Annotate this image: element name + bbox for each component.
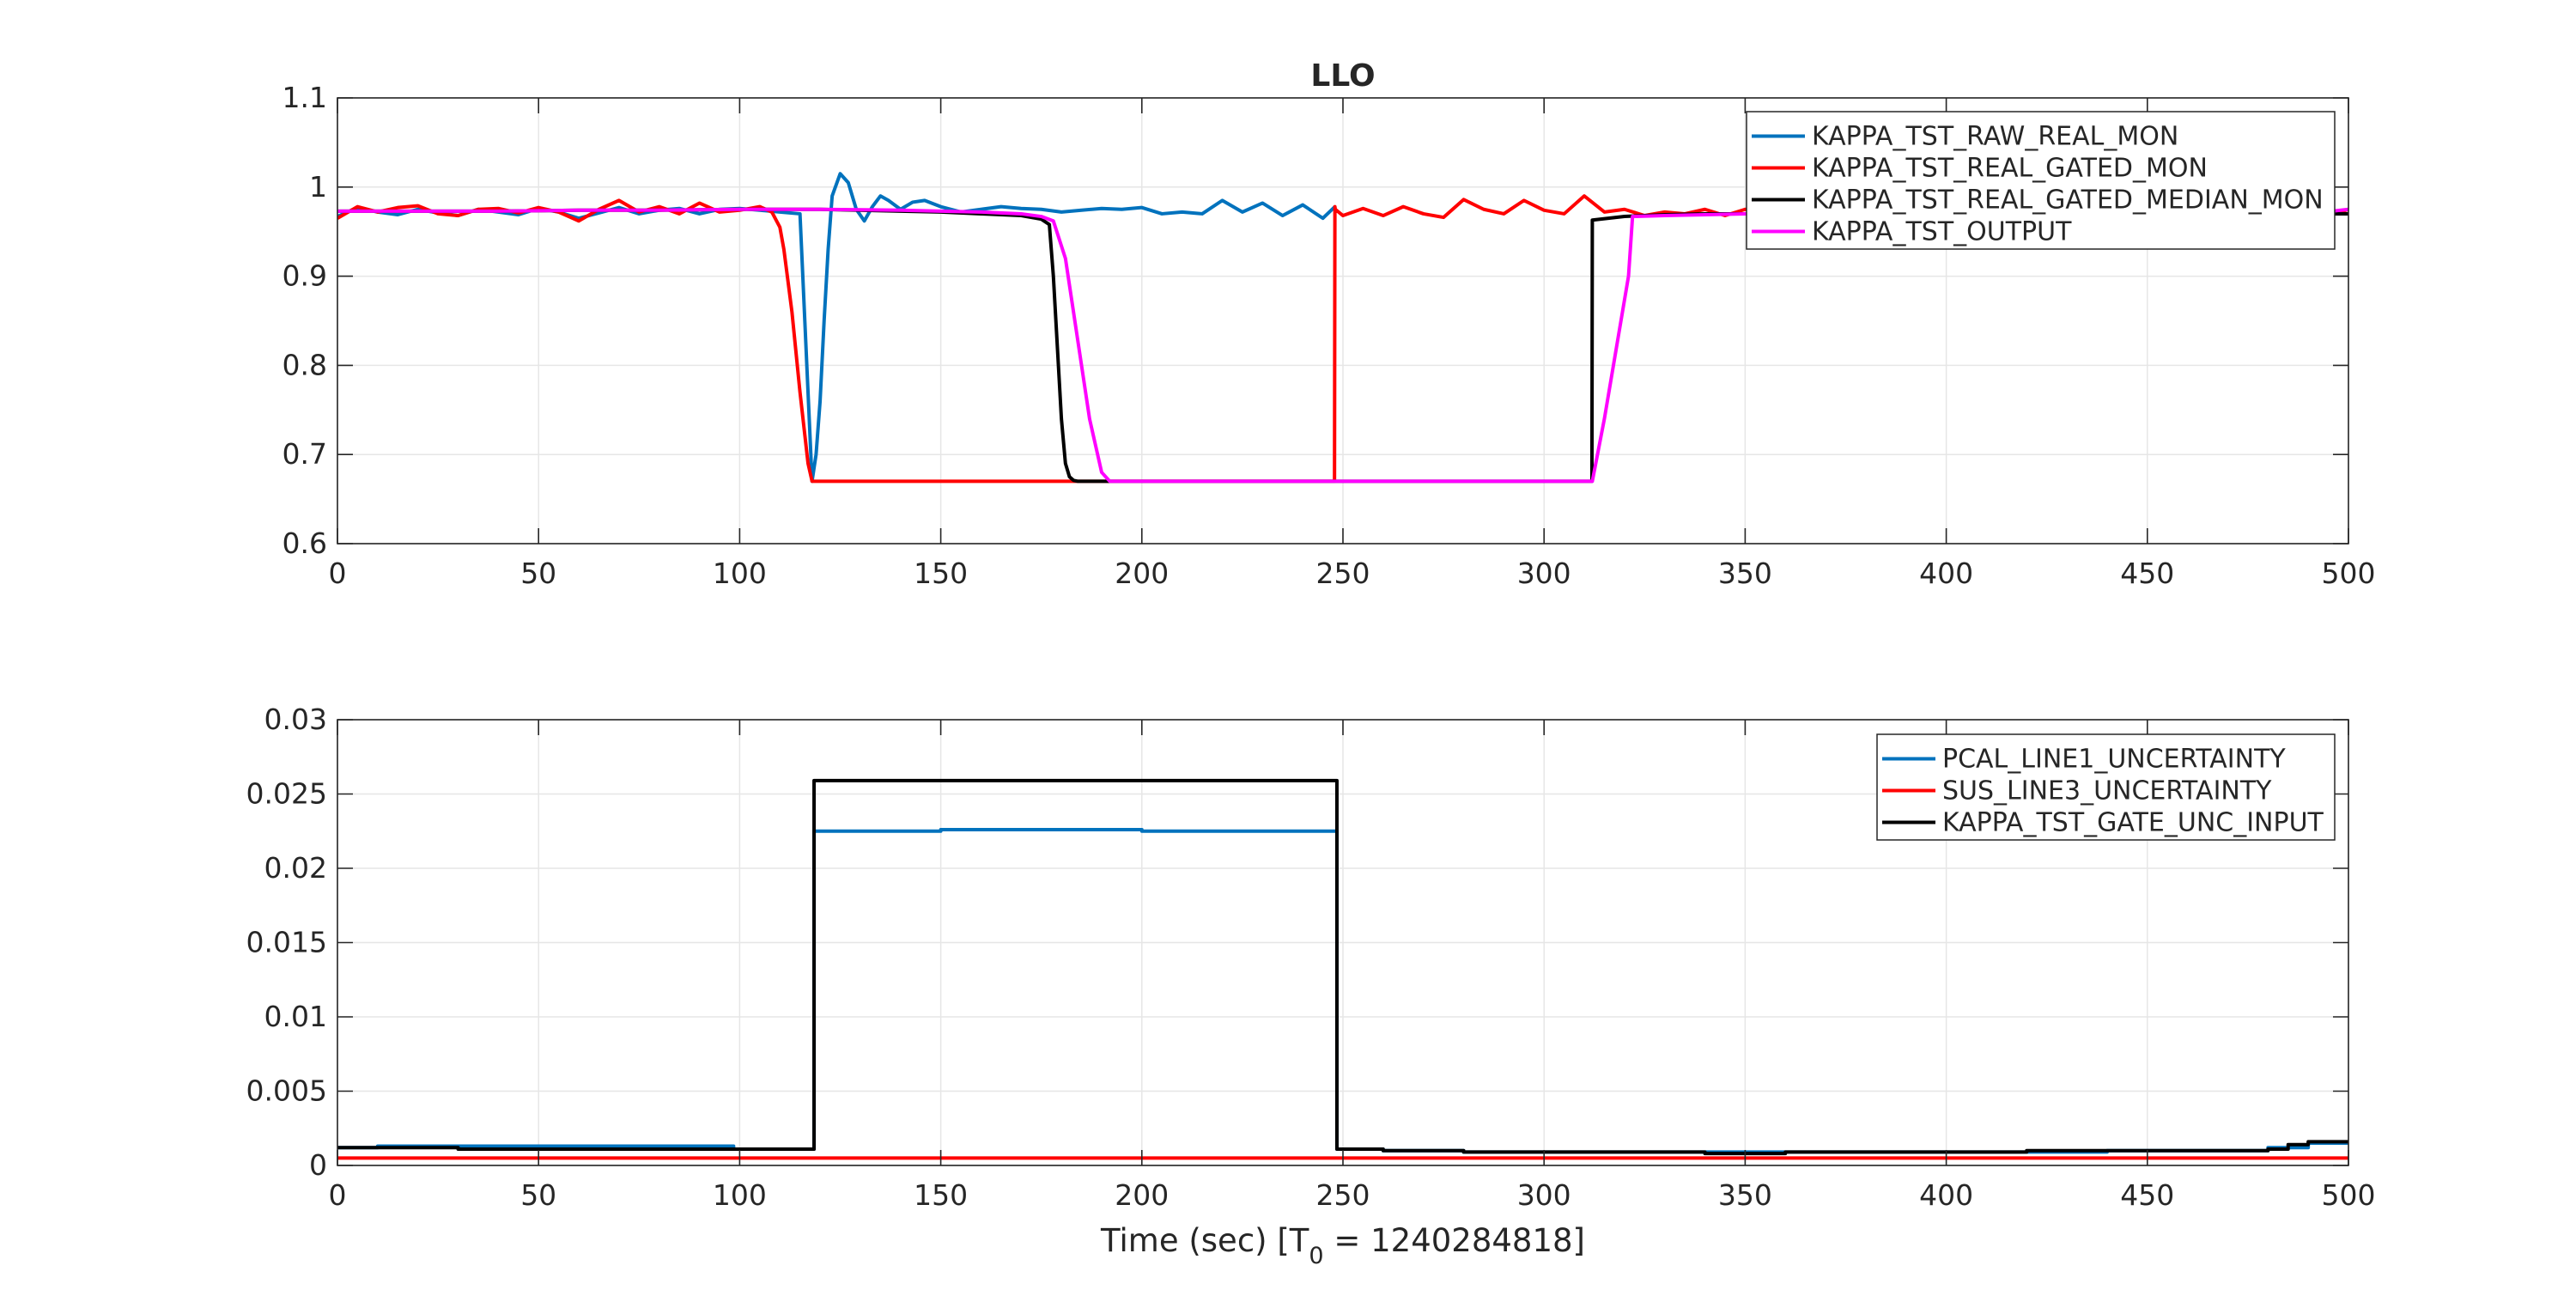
legend-entry-label: KAPPA_TST_GATE_UNC_INPUT — [1942, 808, 2324, 838]
series-line-kappa-tst-gate-unc-input — [337, 778, 2348, 1156]
y-tick-label: 0.8 — [283, 348, 327, 381]
x-tick-label: 250 — [1316, 557, 1370, 590]
x-tick-label: 300 — [1517, 557, 1571, 590]
y-tick-label: 0.025 — [246, 777, 327, 811]
x-tick-label: 250 — [1316, 1178, 1370, 1212]
x-tick-label: 500 — [2322, 1178, 2376, 1212]
x-axis-label: Time (sec) [T0 = 1240284818] — [1100, 1222, 1585, 1269]
legend-entry-label: KAPPA_TST_REAL_GATED_MEDIAN_MON — [1812, 186, 2324, 216]
y-tick-label: 0 — [309, 1148, 327, 1182]
x-tick-label: 350 — [1718, 557, 1772, 590]
legend: KAPPA_TST_RAW_REAL_MONKAPPA_TST_REAL_GAT… — [1746, 111, 2336, 250]
x-tick-label: 150 — [914, 557, 968, 590]
x-tick-label: 50 — [520, 557, 556, 590]
y-tick-label: 0.02 — [264, 851, 327, 885]
x-tick-label: 100 — [713, 1178, 767, 1212]
x-tick-label: 400 — [1919, 1178, 1973, 1212]
x-tick-label: 200 — [1115, 557, 1169, 590]
x-tick-label: 50 — [520, 1178, 556, 1212]
x-tick-label: 0 — [329, 557, 347, 590]
y-tick-label: 0.03 — [264, 703, 327, 736]
y-tick-label: 0.9 — [283, 259, 327, 293]
y-tick-label: 0.005 — [246, 1074, 327, 1108]
legend-entry-label: SUS_LINE3_UNCERTAINTY — [1942, 776, 2272, 806]
legend-entry-label: KAPPA_TST_RAW_REAL_MON — [1812, 122, 2178, 152]
x-tick-label: 150 — [914, 1178, 968, 1212]
y-tick-label: 1 — [309, 170, 327, 204]
x-tick-label: 450 — [2120, 1178, 2174, 1212]
x-tick-label: 0 — [329, 1178, 347, 1212]
legend-box — [1746, 111, 2336, 250]
x-tick-label: 300 — [1517, 1178, 1571, 1212]
y-tick-label: 0.01 — [264, 1000, 327, 1033]
y-tick-label: 1.1 — [283, 81, 327, 114]
bottom-axes-uncertainty: 0 50 100 150 200 250 300 350 400 450 500 0 0.005 0.01… — [246, 703, 2376, 1269]
legend-box — [1876, 733, 2336, 841]
legend-entry-label: KAPPA_TST_REAL_GATED_MON — [1812, 154, 2208, 184]
legend: PCAL_LINE1_UNCERTAINTYSUS_LINE3_UNCERTAI… — [1876, 733, 2336, 841]
chart-title: LLO — [1310, 58, 1375, 94]
x-tick-label: 200 — [1115, 1178, 1169, 1212]
x-tick-label: 400 — [1919, 557, 1973, 590]
legend-entry-label: KAPPA_TST_OUTPUT — [1812, 217, 2072, 247]
x-tick-label: 100 — [713, 557, 767, 590]
y-tick-label: 0.6 — [283, 526, 327, 560]
x-tick-label: 450 — [2120, 557, 2174, 590]
legend-entry-label: PCAL_LINE1_UNCERTAINTY — [1942, 745, 2286, 775]
top-axes-llo-kappa: 0 50 100 150 200 250 300 350 400 450 500 0.6 0.7 0.8 0… — [283, 58, 2376, 590]
y-tick-label: 0.015 — [246, 926, 327, 959]
x-tick-label: 350 — [1718, 1178, 1772, 1212]
x-tick-label: 500 — [2322, 557, 2376, 590]
y-tick-label: 0.7 — [283, 437, 327, 471]
